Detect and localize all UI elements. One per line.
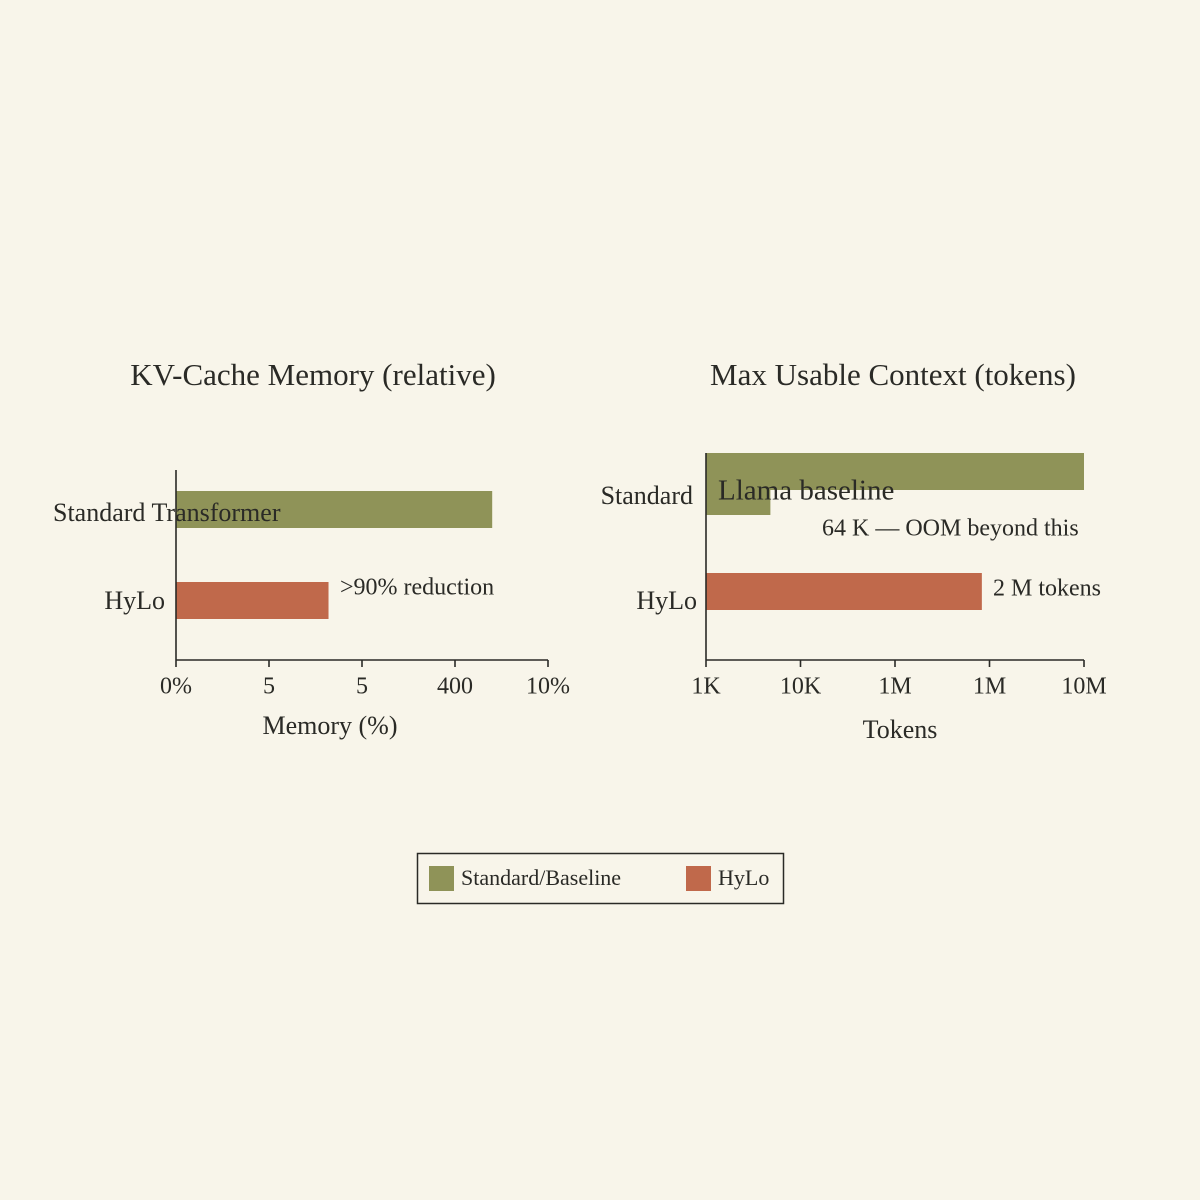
x-tick-label: 10% — [526, 674, 570, 700]
x-tick-label: 400 — [437, 674, 473, 700]
legend-swatch — [429, 866, 454, 891]
y-tick-label: HyLo — [104, 586, 165, 615]
chart-title: KV-Cache Memory (relative) — [130, 357, 496, 392]
bar — [706, 453, 1084, 490]
x-tick-label: 10M — [1061, 674, 1106, 700]
x-tick-label: 0% — [160, 674, 192, 700]
bar — [176, 491, 493, 528]
bar — [176, 582, 329, 619]
y-tick-label: HyLo — [636, 586, 697, 615]
y-tick-label: Standard Transformer — [53, 498, 281, 527]
x-tick-label: 1M — [878, 674, 911, 700]
x-tick-label: 1K — [691, 674, 721, 700]
x-tick-label: 5 — [263, 674, 275, 700]
annotation: 64 K — OOM beyond this — [822, 516, 1079, 542]
x-axis-label: Memory (%) — [262, 711, 397, 740]
baseline-label: Llama baseline — [718, 475, 894, 507]
annotation: 2 M tokens — [993, 576, 1101, 602]
legend-swatch — [686, 866, 711, 891]
x-tick-label: 5 — [356, 674, 368, 700]
chart-title: Max Usable Context (tokens) — [710, 357, 1076, 392]
bar — [706, 573, 982, 610]
x-axis-label: Tokens — [863, 715, 938, 744]
legend-label: HyLo — [718, 865, 769, 890]
annotation: >90% reduction — [340, 575, 494, 601]
x-tick-label: 1M — [973, 674, 1006, 700]
legend-box — [416, 852, 785, 905]
y-tick-label: Standard — [601, 481, 693, 510]
baseline-bar — [706, 490, 771, 515]
x-tick-label: 10K — [780, 674, 822, 700]
legend-label: Standard/Baseline — [461, 865, 621, 890]
